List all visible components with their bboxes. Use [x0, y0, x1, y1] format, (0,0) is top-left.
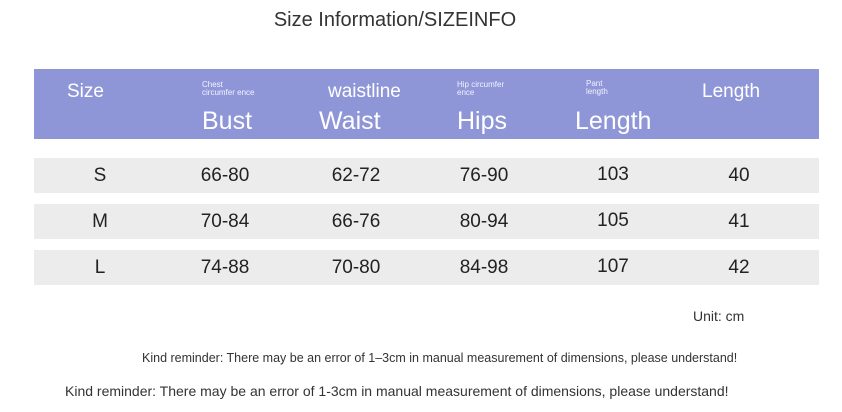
table-header: Size Chest circumfer ence Bust waistline…: [34, 69, 819, 139]
cell-hips: 76-90: [459, 165, 509, 186]
cell-bust: 70-84: [200, 211, 250, 232]
cell-waist: 70-80: [331, 257, 381, 278]
cell-bust: 74-88: [200, 257, 250, 278]
header-pant-caption: Pant length: [586, 79, 608, 96]
cell-hips: 80-94: [459, 211, 509, 232]
cell-size: M: [92, 211, 108, 232]
header-size: Size: [67, 81, 104, 102]
cell-length: 42: [728, 257, 750, 278]
cell-hips: 84-98: [459, 257, 509, 278]
header-hips-caption: Hip circumfer ence: [457, 80, 505, 97]
cell-waist: 66-76: [331, 211, 381, 232]
cell-waist: 62-72: [331, 165, 381, 186]
header-bust-caption: Chest circumfer ence: [202, 80, 255, 97]
cell-length: 41: [728, 211, 750, 232]
header-length: Length: [702, 81, 761, 102]
header-bust: Bust: [202, 107, 253, 135]
header-waist: Waist: [319, 107, 381, 135]
cell-length: 40: [728, 165, 750, 186]
header-pant-length: Length: [575, 107, 652, 135]
header-hips: Hips: [457, 107, 508, 135]
header-waist-caption: waistline: [328, 81, 401, 102]
cell-pant-length: 107: [597, 256, 629, 277]
table-row: M 70-84 66-76 80-94 105 41: [34, 204, 819, 239]
unit-label: Unit: cm: [693, 308, 745, 324]
cell-pant-length: 105: [597, 210, 629, 231]
cell-size: S: [93, 165, 107, 186]
table-row: L 74-88 70-80 84-98 107 42: [34, 250, 819, 285]
reminder-text-secondary: Kind reminder: There may be an error of …: [65, 383, 729, 399]
table-row: S 66-80 62-72 76-90 103 40: [34, 158, 819, 193]
reminder-text: Kind reminder: There may be an error of …: [142, 351, 738, 365]
cell-pant-length: 103: [597, 164, 629, 185]
page-title: Size Information/SIZEINFO: [273, 9, 517, 31]
cell-size: L: [94, 257, 106, 278]
cell-bust: 66-80: [200, 165, 250, 186]
